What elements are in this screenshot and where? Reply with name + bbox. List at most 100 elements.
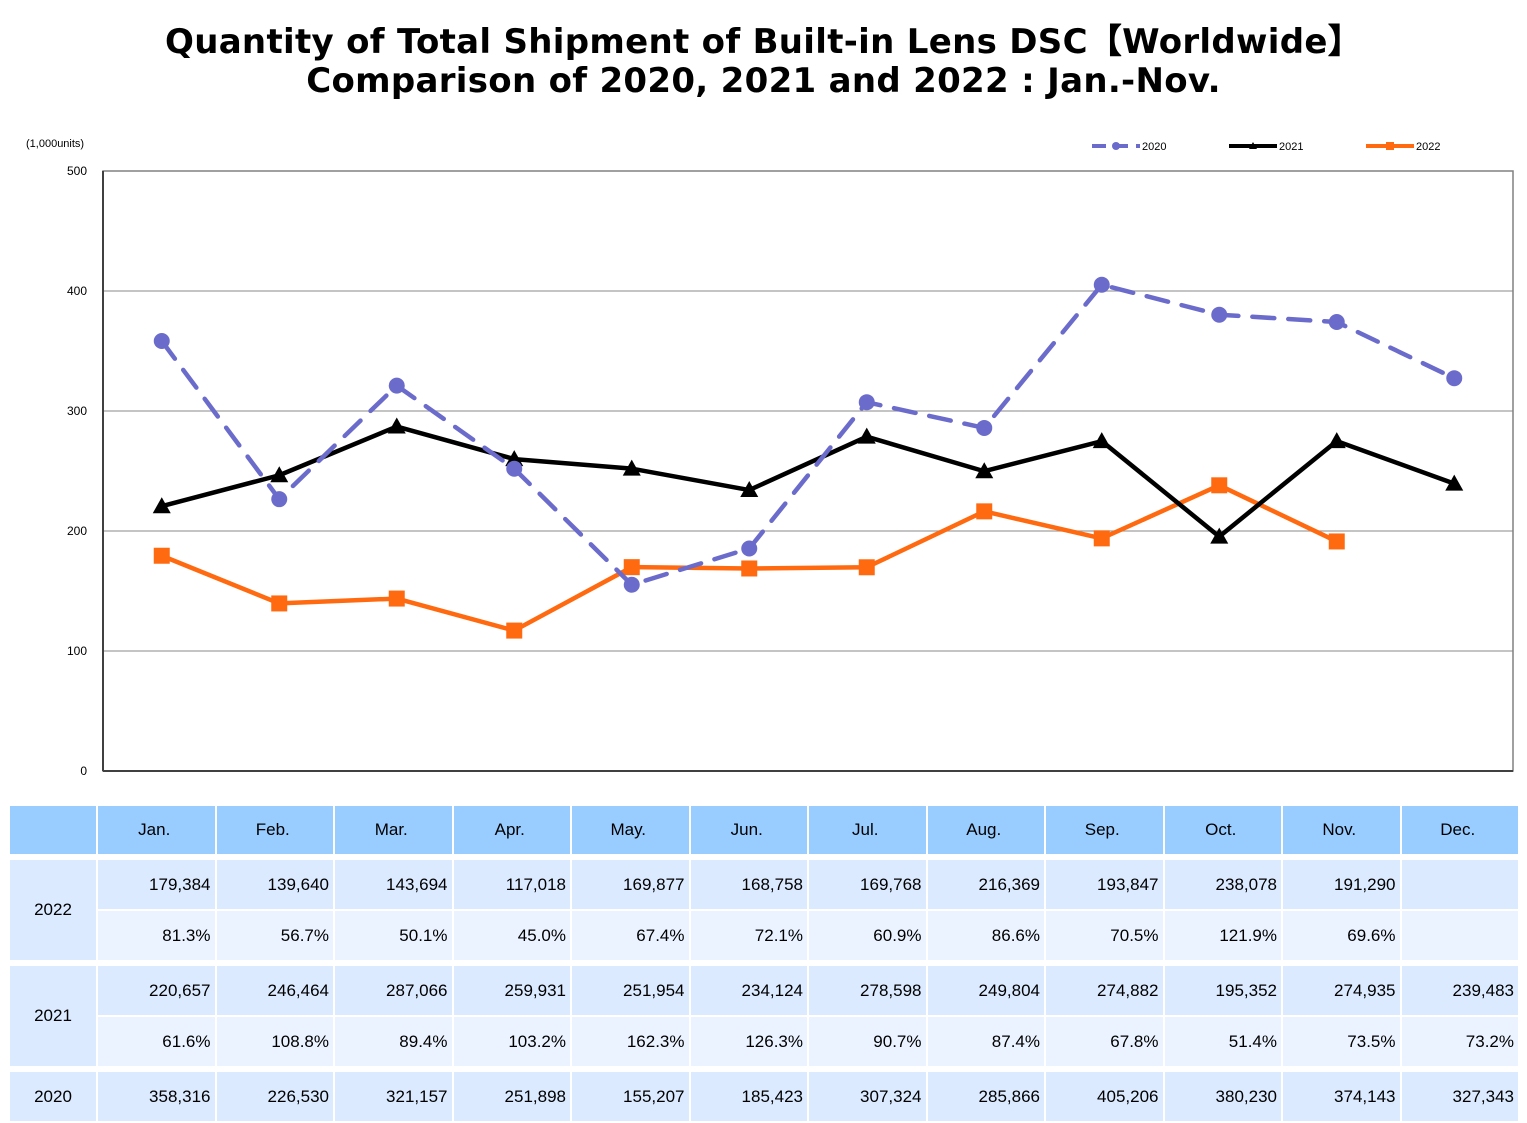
column-header: Aug. bbox=[927, 806, 1044, 856]
legend-marker bbox=[1249, 142, 1257, 149]
column-header: May. bbox=[572, 806, 689, 856]
column-header: Sep. bbox=[1046, 806, 1163, 856]
row-gap bbox=[10, 856, 1518, 860]
data-point-2021 bbox=[1445, 474, 1464, 491]
data-point-2021 bbox=[152, 497, 171, 514]
data-point-2020 bbox=[153, 333, 170, 350]
yoy-ratio: 51.4% bbox=[1164, 1017, 1281, 1068]
yoy-ratio: 126.3% bbox=[690, 1017, 807, 1068]
column-header: Nov. bbox=[1283, 806, 1400, 856]
shipment-value: 274,935 bbox=[1283, 966, 1400, 1017]
table-row: 2021 220,657 246,464 287,066 259,931 251,954 2… bbox=[10, 966, 1518, 1068]
shipment-value: 220,657 bbox=[98, 966, 215, 1017]
data-point-2020 bbox=[506, 460, 523, 477]
data-point-2020 bbox=[271, 491, 288, 508]
shipment-value: 169,877 bbox=[572, 860, 689, 911]
yoy-ratio bbox=[1401, 911, 1518, 962]
shipment-value: 251,954 bbox=[572, 966, 689, 1017]
data-point-2022 bbox=[623, 559, 640, 576]
yoy-ratio: 60.9% bbox=[809, 911, 926, 962]
yoy-ratio: 72.1% bbox=[690, 911, 807, 962]
table-row: 2022 179,384 139,640 143,694 117,018 169,877 1… bbox=[10, 860, 1518, 962]
shipment-value: 216,369 bbox=[927, 860, 1044, 911]
shipment-value: 169,768 bbox=[809, 860, 926, 911]
yoy-ratio: 162.3% bbox=[572, 1017, 689, 1068]
series-line-2022 bbox=[160, 483, 1338, 633]
data-point-2022 bbox=[1211, 477, 1228, 494]
yoy-ratio: 81.3% bbox=[98, 911, 215, 962]
y-axis-unit-label: (1,000units) bbox=[26, 138, 84, 150]
y-tick-label: 200 bbox=[67, 524, 87, 538]
series-line-2021 bbox=[161, 424, 1456, 539]
data-point-2022 bbox=[271, 595, 288, 612]
yoy-ratio: 121.9% bbox=[1164, 911, 1281, 962]
data-point-2021 bbox=[1210, 527, 1229, 544]
series-line-2020 bbox=[159, 282, 1457, 588]
shipment-value: 405,206 bbox=[1046, 1072, 1163, 1123]
row-year-label: 2022 bbox=[10, 860, 96, 962]
shipment-value: 374,143 bbox=[1283, 1072, 1400, 1123]
column-header: Jun. bbox=[690, 806, 807, 856]
data-point-2020 bbox=[741, 540, 758, 557]
data-point-2020 bbox=[623, 576, 640, 593]
y-tick-label: 400 bbox=[67, 284, 87, 298]
column-header: Dec. bbox=[1401, 806, 1518, 856]
yoy-ratio: 45.0% bbox=[453, 911, 570, 962]
data-point-2021 bbox=[1092, 432, 1111, 449]
table-row-ratio: 81.3% 56.7% 50.1% 45.0% 67.4% 72.1% 60.9% 86.6%… bbox=[10, 911, 1518, 962]
y-tick-label: 100 bbox=[67, 644, 87, 658]
shipment-value: 226,530 bbox=[216, 1072, 333, 1123]
y-tick-label: 0 bbox=[80, 764, 87, 778]
shipment-value: 179,384 bbox=[98, 860, 215, 911]
row-gap bbox=[10, 1068, 1518, 1072]
data-point-2022 bbox=[858, 559, 875, 576]
table-row: 2020 358,316 226,530 321,157 251,898 155,207 1… bbox=[10, 1072, 1518, 1123]
row-year-label: 2020 bbox=[10, 1072, 96, 1123]
yoy-ratio: 69.6% bbox=[1283, 911, 1400, 962]
shipment-value: 285,866 bbox=[927, 1072, 1044, 1123]
data-point-2020 bbox=[1093, 276, 1110, 293]
shipment-value: 185,423 bbox=[690, 1072, 807, 1123]
yoy-ratio: 70.5% bbox=[1046, 911, 1163, 962]
legend-label: 2021 bbox=[1279, 141, 1303, 153]
data-point-2022 bbox=[506, 622, 523, 639]
shipment-value: 274,882 bbox=[1046, 966, 1163, 1017]
series-2020 bbox=[153, 276, 1463, 593]
legend-item-2022: 2022 bbox=[1366, 141, 1440, 153]
shipment-value: 117,018 bbox=[453, 860, 570, 911]
shipment-value: 307,324 bbox=[809, 1072, 926, 1123]
data-point-2021 bbox=[740, 481, 759, 498]
shipment-value bbox=[1401, 860, 1518, 911]
shipment-value: 139,640 bbox=[216, 860, 333, 911]
shipment-value: 327,343 bbox=[1401, 1072, 1518, 1123]
chart-title: Quantity of Total Shipment of Built-in L… bbox=[164, 22, 1362, 62]
data-point-2021 bbox=[387, 417, 406, 434]
shipment-value: 249,804 bbox=[927, 966, 1044, 1017]
data-point-2020 bbox=[1328, 314, 1345, 331]
shipment-value: 278,598 bbox=[809, 966, 926, 1017]
data-point-2021 bbox=[1327, 432, 1346, 449]
data-table: Jan. Feb. Mar. Apr. May. Jun. Jul. Aug. Sep. Oct.… bbox=[8, 806, 1520, 1123]
data-point-2021 bbox=[270, 466, 289, 483]
yoy-ratio: 90.7% bbox=[809, 1017, 926, 1068]
yoy-ratio: 86.6% bbox=[927, 911, 1044, 962]
data-point-2022 bbox=[1093, 530, 1110, 547]
yoy-ratio: 50.1% bbox=[335, 911, 452, 962]
shipment-value: 239,483 bbox=[1401, 966, 1518, 1017]
data-point-2021 bbox=[622, 459, 641, 476]
shipment-value: 358,316 bbox=[98, 1072, 215, 1123]
column-header: Apr. bbox=[453, 806, 570, 856]
shipment-value: 380,230 bbox=[1164, 1072, 1281, 1123]
yoy-ratio: 87.4% bbox=[927, 1017, 1044, 1068]
y-tick-label: 300 bbox=[67, 404, 87, 418]
data-point-2020 bbox=[976, 419, 993, 436]
legend-marker bbox=[1112, 142, 1120, 150]
yoy-ratio: 61.6% bbox=[98, 1017, 215, 1068]
y-tick-label: 500 bbox=[67, 164, 87, 178]
row-year-label: 2021 bbox=[10, 966, 96, 1068]
shipment-value: 191,290 bbox=[1283, 860, 1400, 911]
data-point-2021 bbox=[975, 462, 994, 479]
data-point-2020 bbox=[1211, 306, 1228, 323]
column-header bbox=[10, 806, 96, 856]
column-header: Jul. bbox=[809, 806, 926, 856]
